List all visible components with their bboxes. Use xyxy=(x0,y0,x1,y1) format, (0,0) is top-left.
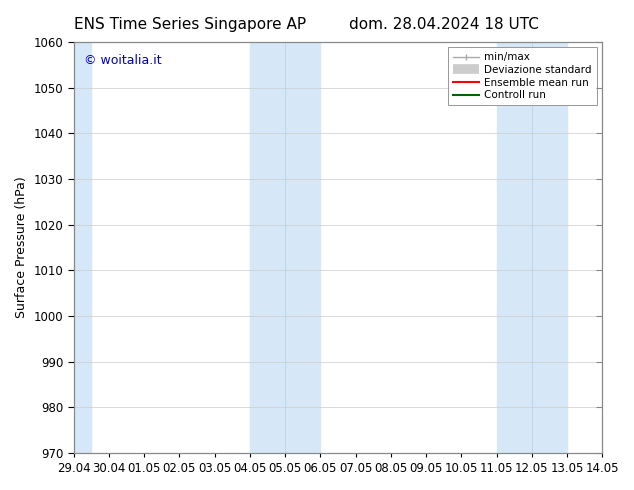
Text: dom. 28.04.2024 18 UTC: dom. 28.04.2024 18 UTC xyxy=(349,17,539,32)
Bar xyxy=(496,42,567,453)
Bar xyxy=(74,42,91,453)
Legend: min/max, Deviazione standard, Ensemble mean run, Controll run: min/max, Deviazione standard, Ensemble m… xyxy=(448,47,597,105)
Bar xyxy=(250,42,320,453)
Text: ENS Time Series Singapore AP: ENS Time Series Singapore AP xyxy=(74,17,306,32)
Text: © woitalia.it: © woitalia.it xyxy=(84,54,162,68)
Y-axis label: Surface Pressure (hPa): Surface Pressure (hPa) xyxy=(15,176,28,318)
